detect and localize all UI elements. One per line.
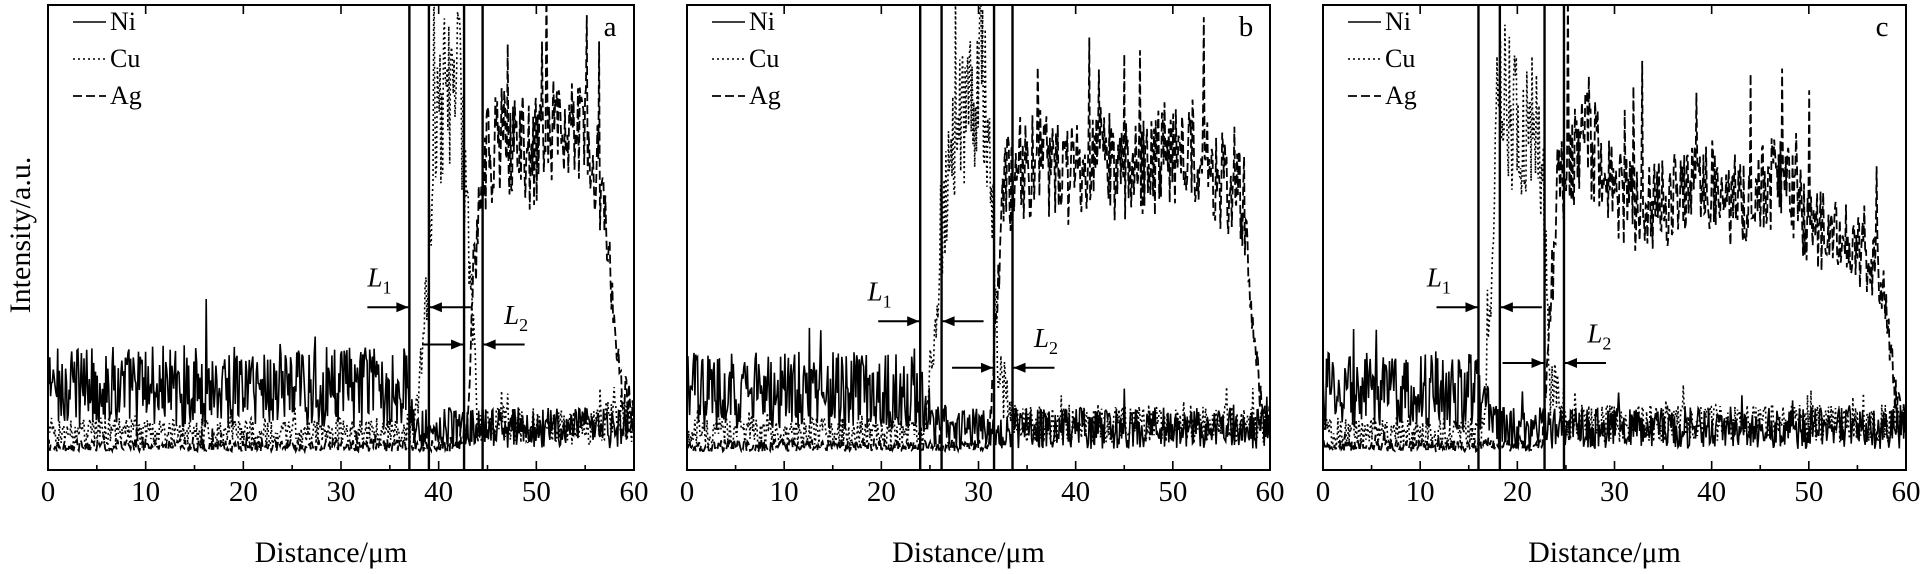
x-tick-label: 50 bbox=[1794, 476, 1823, 508]
x-tick-label: 20 bbox=[229, 476, 258, 508]
annotation-l1-letter: L bbox=[366, 263, 382, 293]
x-tick-label: 0 bbox=[1316, 476, 1331, 508]
x-tick-label: 0 bbox=[680, 476, 695, 508]
series-line-ag bbox=[1323, 5, 1906, 454]
legend: Ni Cu Ag bbox=[1348, 7, 1417, 110]
x-tick-label: 40 bbox=[1697, 476, 1726, 508]
x-tick-label: 10 bbox=[1406, 476, 1435, 508]
annotation-l1-subscript: 1 bbox=[382, 278, 391, 298]
x-tick-label: 60 bbox=[1256, 476, 1285, 508]
panel-label: c bbox=[1876, 11, 1889, 43]
annotation-l2-letter: L bbox=[503, 300, 519, 330]
x-tick-label: 20 bbox=[867, 476, 896, 508]
annotation-l2: L2 bbox=[1586, 318, 1611, 353]
series-line-cu bbox=[687, 5, 1270, 450]
l2-left-arrowhead bbox=[451, 339, 464, 350]
l2-right-arrowhead bbox=[483, 339, 496, 350]
l2-left-arrowhead bbox=[1531, 358, 1544, 369]
x-tick-label: 60 bbox=[1892, 476, 1921, 508]
panel-label: b bbox=[1239, 11, 1254, 43]
series-line-ag bbox=[48, 5, 634, 455]
annotation-l2: L2 bbox=[1033, 323, 1058, 358]
legend: Ni Cu Ag bbox=[73, 7, 142, 110]
series-line-ag bbox=[687, 17, 1270, 454]
l2-right-arrowhead bbox=[1564, 358, 1577, 369]
annotation-l1: L1 bbox=[1426, 263, 1451, 298]
annotation-l2-subscript: 2 bbox=[1049, 338, 1058, 358]
l2-right-arrowhead bbox=[1013, 362, 1026, 373]
x-tick-label: 10 bbox=[770, 476, 799, 508]
legend-entry-ag: Ag bbox=[1385, 81, 1417, 110]
x-axis-label: Distance/μm bbox=[255, 536, 408, 569]
x-axis-label: Distance/μm bbox=[1528, 536, 1681, 569]
annotation-l2: L2 bbox=[503, 300, 528, 335]
annotation-l1: L1 bbox=[366, 263, 391, 298]
legend-entry-cu: Cu bbox=[110, 44, 140, 73]
x-tick-label: 40 bbox=[1061, 476, 1090, 508]
l2-left-arrowhead bbox=[981, 362, 994, 373]
series-line-cu bbox=[1323, 24, 1906, 449]
legend-entry-ni: Ni bbox=[1385, 7, 1411, 36]
l1-right-arrowhead bbox=[1500, 302, 1513, 313]
x-tick-label: 20 bbox=[1503, 476, 1532, 508]
panel-label: a bbox=[604, 11, 617, 43]
annotation-l2-letter: L bbox=[1033, 323, 1049, 353]
annotation-l1-subscript: 1 bbox=[1442, 278, 1451, 298]
l1-left-arrowhead bbox=[1465, 302, 1478, 313]
legend: Ni Cu Ag bbox=[712, 7, 781, 110]
x-tick-label: 50 bbox=[1158, 476, 1187, 508]
legend-entry-ni: Ni bbox=[749, 7, 775, 36]
legend-entry-cu: Cu bbox=[1385, 44, 1415, 73]
legend-entry-ni: Ni bbox=[110, 7, 136, 36]
x-tick-label: 40 bbox=[424, 476, 453, 508]
x-tick-label: 10 bbox=[131, 476, 160, 508]
series-line-ni bbox=[687, 327, 1270, 450]
annotation-l1: L1 bbox=[867, 277, 892, 312]
series-line-cu bbox=[48, 5, 634, 450]
l1-right-arrowhead bbox=[942, 316, 955, 327]
legend-entry-ag: Ag bbox=[749, 81, 781, 110]
x-tick-label: 30 bbox=[1600, 476, 1629, 508]
l1-left-arrowhead bbox=[396, 302, 409, 313]
x-tick-label: 50 bbox=[522, 476, 551, 508]
l1-right-arrowhead bbox=[429, 302, 442, 313]
x-axis-label: Distance/μm bbox=[892, 536, 1045, 569]
legend-entry-cu: Cu bbox=[749, 44, 779, 73]
x-tick-label: 60 bbox=[620, 476, 649, 508]
annotation-l1-letter: L bbox=[1426, 263, 1442, 293]
y-axis-label: Intensity/a.u. bbox=[4, 157, 37, 314]
x-tick-label: 0 bbox=[41, 476, 56, 508]
annotation-l2-subscript: 2 bbox=[519, 315, 528, 335]
annotation-l2-letter: L bbox=[1586, 318, 1602, 348]
x-tick-label: 30 bbox=[327, 476, 356, 508]
annotation-l1-letter: L bbox=[867, 277, 883, 307]
annotation-l1-subscript: 1 bbox=[883, 292, 892, 312]
annotation-l2-subscript: 2 bbox=[1602, 333, 1611, 353]
legend-entry-ag: Ag bbox=[110, 81, 142, 110]
l1-left-arrowhead bbox=[907, 316, 920, 327]
x-tick-label: 30 bbox=[964, 476, 993, 508]
